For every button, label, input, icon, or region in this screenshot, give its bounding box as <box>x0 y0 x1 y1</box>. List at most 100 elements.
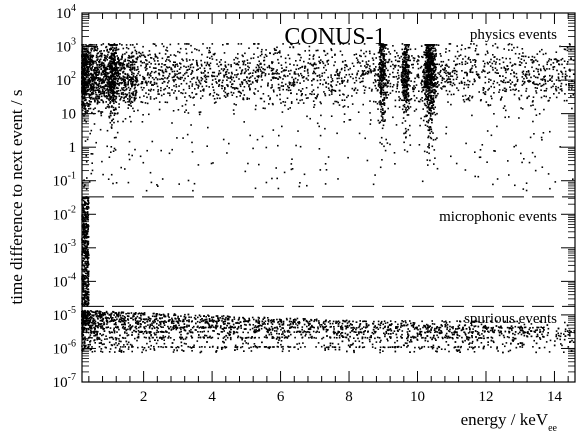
data-point <box>430 81 433 83</box>
data-point <box>433 54 436 57</box>
data-point <box>464 55 467 58</box>
data-point <box>186 133 189 136</box>
data-point <box>88 44 91 46</box>
data-point <box>99 86 102 88</box>
data-point <box>408 66 410 69</box>
data-point <box>102 100 104 103</box>
data-point <box>419 124 421 127</box>
data-point <box>313 106 315 108</box>
data-point <box>237 90 240 93</box>
data-point <box>179 62 181 64</box>
data-point <box>430 91 433 94</box>
data-point <box>532 120 534 123</box>
data-point <box>158 69 160 71</box>
data-point <box>385 61 387 63</box>
data-point <box>525 90 527 92</box>
data-point <box>385 47 387 49</box>
data-point <box>265 55 268 57</box>
data-point <box>313 71 316 74</box>
data-point <box>405 98 408 100</box>
data-point <box>467 98 469 100</box>
data-point <box>104 95 106 98</box>
data-point <box>429 70 431 73</box>
data-point <box>123 96 126 99</box>
data-point <box>86 49 89 52</box>
data-point <box>128 55 131 58</box>
data-point <box>102 78 104 80</box>
data-point <box>368 50 371 53</box>
data-point <box>115 62 118 64</box>
data-point <box>455 78 458 80</box>
data-point <box>111 67 114 69</box>
data-point <box>408 71 410 73</box>
data-point <box>380 95 382 98</box>
data-point <box>143 61 145 64</box>
data-point <box>345 74 348 76</box>
data-point <box>103 54 106 57</box>
data-point <box>85 188 88 190</box>
data-point <box>527 70 530 72</box>
data-point <box>433 65 436 67</box>
data-point <box>515 76 518 79</box>
data-point <box>549 130 551 133</box>
data-point <box>257 76 260 79</box>
data-point <box>359 81 361 84</box>
data-point <box>224 88 226 90</box>
data-point <box>248 85 250 88</box>
data-point <box>219 79 221 81</box>
data-point <box>259 68 261 71</box>
data-point <box>429 115 432 117</box>
data-point <box>478 156 481 159</box>
data-point <box>343 99 346 101</box>
data-point <box>145 69 147 71</box>
data-point <box>331 93 333 95</box>
data-point <box>418 76 420 79</box>
data-point <box>428 143 430 145</box>
data-point <box>84 110 86 113</box>
data-point <box>261 79 263 81</box>
data-point <box>186 60 188 62</box>
data-point <box>224 91 227 94</box>
data-point <box>105 57 108 60</box>
data-point <box>119 43 121 45</box>
data-point <box>426 120 428 123</box>
data-point <box>403 82 406 84</box>
data-point <box>409 144 412 146</box>
data-point <box>113 147 116 150</box>
data-point <box>231 94 234 96</box>
data-point <box>379 103 381 105</box>
data-point <box>431 47 434 50</box>
data-point <box>118 62 120 64</box>
data-point <box>260 51 263 53</box>
data-point <box>429 159 431 162</box>
data-point <box>534 155 536 158</box>
data-point <box>110 110 112 113</box>
data-point <box>427 61 430 63</box>
data-point <box>431 68 434 70</box>
data-point <box>302 102 305 104</box>
data-point <box>474 59 476 61</box>
data-point <box>92 63 94 65</box>
data-point <box>382 120 385 122</box>
data-point <box>86 56 88 58</box>
data-point <box>218 85 220 87</box>
data-point <box>467 86 470 89</box>
data-point <box>194 48 196 50</box>
data-point <box>411 63 413 66</box>
data-point <box>296 93 298 95</box>
data-point <box>409 124 411 127</box>
data-point <box>199 67 201 69</box>
data-point <box>161 70 164 73</box>
data-point <box>208 51 210 54</box>
data-point <box>119 64 122 66</box>
data-point <box>127 77 129 80</box>
data-point <box>272 72 274 74</box>
data-point <box>379 62 381 64</box>
data-point <box>380 90 382 93</box>
data-point <box>433 53 435 55</box>
data-point <box>122 93 125 96</box>
data-point <box>84 105 86 108</box>
data-point <box>351 87 354 90</box>
data-point <box>428 54 431 56</box>
data-point <box>298 89 300 91</box>
